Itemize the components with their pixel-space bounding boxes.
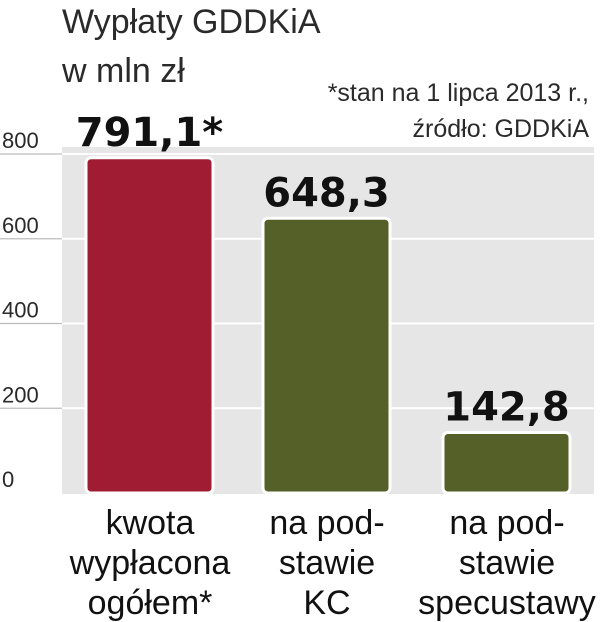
y-tick-label: 400 <box>2 298 39 323</box>
category-label-line: ogółem* <box>88 584 213 622</box>
chart-subtitle: w mln zł <box>61 52 185 90</box>
category-label: na pod-stawie KC <box>269 504 384 622</box>
bar <box>261 216 392 495</box>
bar <box>84 156 215 495</box>
bar <box>441 430 572 495</box>
category-label-line: stawie <box>279 544 375 582</box>
y-tick-label: 600 <box>2 213 39 238</box>
value-labels: 791,1* 648,3 142,8 <box>76 110 570 431</box>
category-label-line: kwota <box>106 504 195 542</box>
category-label: kwota wypłacona ogółem* <box>69 504 231 622</box>
chart-title: Wypłaty GDDKiA <box>62 3 321 41</box>
category-label-line: na pod- <box>449 504 564 542</box>
bar-value-label: 648,3 <box>263 170 390 216</box>
bar-value-label: 142,8 <box>443 384 570 430</box>
category-label-line: wypłacona <box>69 544 231 582</box>
y-axis-ticks: 0 200 400 600 800 <box>2 128 39 492</box>
y-tick-label: 800 <box>2 128 39 153</box>
footnote-line-1: *stan na 1 lipca 2013 r., <box>328 79 589 107</box>
category-label-line: specustawy <box>418 584 596 622</box>
category-label-line: na pod- <box>269 504 384 542</box>
category-label-line: stawie <box>459 544 555 582</box>
category-label-line: KC <box>303 584 350 622</box>
source-line: źródło: GDDKiA <box>413 115 590 143</box>
category-label: na pod-stawie specustawy <box>418 504 596 622</box>
y-tick-label: 0 <box>2 467 14 492</box>
y-tick-label: 200 <box>2 382 39 407</box>
bar-value-label: 791,1* <box>76 110 224 156</box>
bars <box>84 156 572 495</box>
